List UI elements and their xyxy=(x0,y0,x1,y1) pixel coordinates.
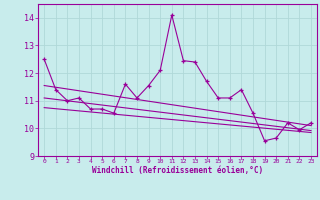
X-axis label: Windchill (Refroidissement éolien,°C): Windchill (Refroidissement éolien,°C) xyxy=(92,166,263,175)
